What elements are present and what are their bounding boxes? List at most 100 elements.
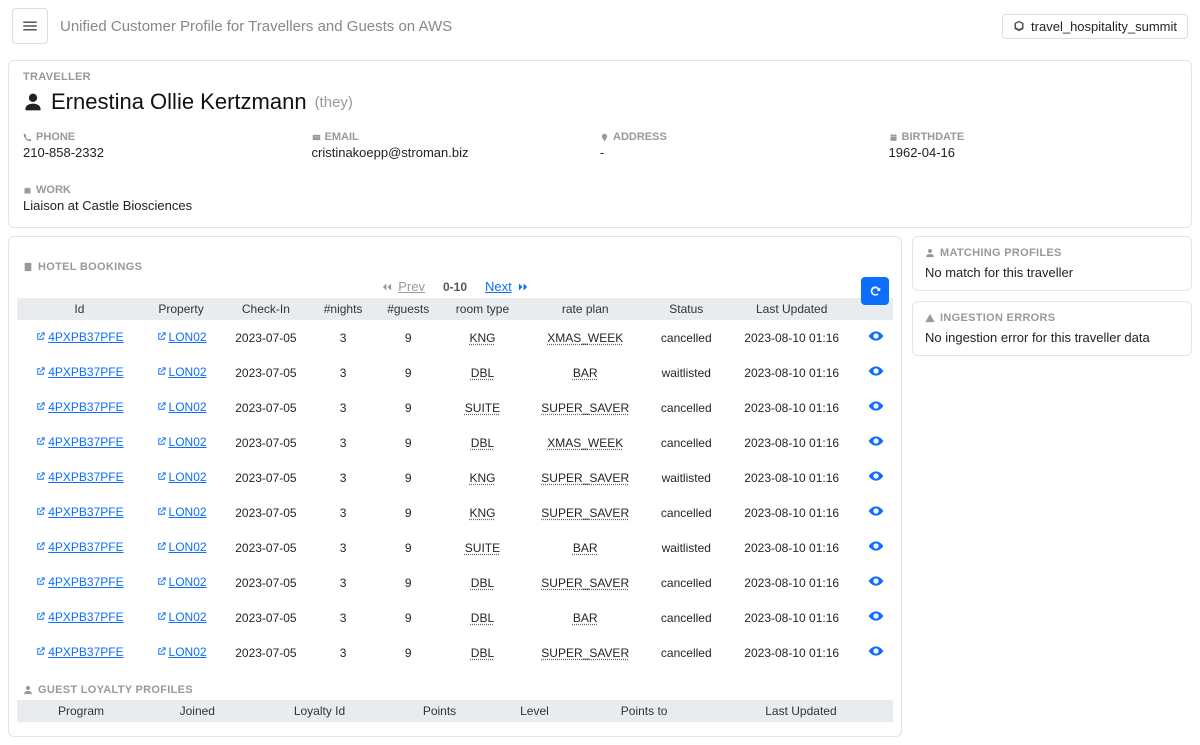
matching-pane: MATCHING PROFILES No match for this trav… — [912, 236, 1192, 291]
view-button[interactable] — [868, 608, 884, 624]
property-link[interactable]: LON02 — [156, 645, 207, 659]
status-cell: cancelled — [647, 320, 725, 355]
updated-cell: 2023-08-10 01:16 — [725, 495, 858, 530]
property-link[interactable]: LON02 — [156, 505, 207, 519]
refresh-button[interactable] — [861, 277, 889, 305]
booking-id-link[interactable]: 4PXPB37PFE — [35, 330, 123, 344]
property-link[interactable]: LON02 — [156, 610, 207, 624]
nights-cell: 3 — [312, 425, 375, 460]
guests-cell: 9 — [375, 600, 442, 635]
view-button[interactable] — [868, 643, 884, 659]
property-link[interactable]: LON02 — [156, 400, 207, 414]
booking-id-link[interactable]: 4PXPB37PFE — [35, 575, 123, 589]
status-cell: cancelled — [647, 495, 725, 530]
cube-icon — [1013, 20, 1025, 32]
address-icon — [600, 133, 609, 142]
room-type-cell: KNG — [469, 471, 495, 485]
table-row: 4PXPB37PFELON022023-07-0539KNGSUPER_SAVE… — [17, 495, 893, 530]
view-button[interactable] — [868, 433, 884, 449]
building-icon — [23, 262, 33, 272]
status-cell: waitlisted — [647, 460, 725, 495]
table-header: Program — [17, 700, 145, 722]
pager-next[interactable]: Next — [485, 279, 530, 294]
property-link[interactable]: LON02 — [156, 330, 207, 344]
table-header: Status — [647, 298, 725, 320]
guests-cell: 9 — [375, 495, 442, 530]
traveller-name: Ernestina Ollie Kertzmann — [51, 89, 307, 115]
table-row: 4PXPB37PFELON022023-07-0539KNGXMAS_WEEKc… — [17, 320, 893, 355]
rate-plan-cell: BAR — [573, 541, 598, 555]
booking-id-link[interactable]: 4PXPB37PFE — [35, 435, 123, 449]
view-button[interactable] — [868, 398, 884, 414]
booking-id-link[interactable]: 4PXPB37PFE — [35, 400, 123, 414]
rate-plan-cell: XMAS_WEEK — [547, 331, 623, 345]
checkin-cell: 2023-07-05 — [220, 425, 311, 460]
guests-cell: 9 — [375, 635, 442, 670]
chevrons-right-icon — [516, 282, 530, 292]
table-row: 4PXPB37PFELON022023-07-0539DBLBARwaitlis… — [17, 355, 893, 390]
checkin-cell: 2023-07-05 — [220, 460, 311, 495]
table-header: Property — [142, 298, 220, 320]
guests-cell: 9 — [375, 425, 442, 460]
nights-cell: 3 — [312, 635, 375, 670]
nights-cell: 3 — [312, 565, 375, 600]
domain-selector[interactable]: travel_hospitality_summit — [1002, 14, 1188, 39]
updated-cell: 2023-08-10 01:16 — [725, 635, 858, 670]
booking-id-link[interactable]: 4PXPB37PFE — [35, 505, 123, 519]
email-value: cristinakoepp@stroman.biz — [312, 145, 601, 160]
view-button[interactable] — [868, 538, 884, 554]
pager-prev[interactable]: Prev — [380, 279, 425, 294]
view-button[interactable] — [868, 363, 884, 379]
view-button[interactable] — [868, 328, 884, 344]
guests-cell: 9 — [375, 530, 442, 565]
table-header: Points to — [579, 700, 709, 722]
room-type-cell: SUITE — [465, 541, 500, 555]
table-header: Joined — [145, 700, 250, 722]
table-row: 4PXPB37PFELON022023-07-0539KNGSUPER_SAVE… — [17, 460, 893, 495]
birthdate-value: 1962-04-16 — [889, 145, 1178, 160]
bookings-table: IdPropertyCheck-In#nights#guestsroom typ… — [17, 298, 893, 670]
nights-cell: 3 — [312, 390, 375, 425]
guests-cell: 9 — [375, 460, 442, 495]
rate-plan-cell: BAR — [573, 611, 598, 625]
topbar: Unified Customer Profile for Travellers … — [0, 0, 1200, 52]
property-link[interactable]: LON02 — [156, 365, 207, 379]
checkin-cell: 2023-07-05 — [220, 600, 311, 635]
phone-value: 210-858-2332 — [23, 145, 312, 160]
traveller-section-label: TRAVELLER — [23, 71, 1177, 83]
menu-button[interactable] — [12, 8, 48, 44]
property-link[interactable]: LON02 — [156, 540, 207, 554]
status-cell: cancelled — [647, 600, 725, 635]
status-cell: cancelled — [647, 390, 725, 425]
booking-id-link[interactable]: 4PXPB37PFE — [35, 610, 123, 624]
checkin-cell: 2023-07-05 — [220, 530, 311, 565]
main-column: HOTEL BOOKINGS Prev 0-10 Next IdProperty… — [8, 236, 902, 737]
booking-id-link[interactable]: 4PXPB37PFE — [35, 470, 123, 484]
nights-cell: 3 — [312, 355, 375, 390]
view-button[interactable] — [868, 503, 884, 519]
updated-cell: 2023-08-10 01:16 — [725, 600, 858, 635]
hamburger-icon — [21, 17, 39, 35]
checkin-cell: 2023-07-05 — [220, 495, 311, 530]
property-link[interactable]: LON02 — [156, 575, 207, 589]
updated-cell: 2023-08-10 01:16 — [725, 530, 858, 565]
booking-id-link[interactable]: 4PXPB37PFE — [35, 365, 123, 379]
table-row: 4PXPB37PFELON022023-07-0539DBLSUPER_SAVE… — [17, 635, 893, 670]
nights-cell: 3 — [312, 320, 375, 355]
booking-id-link[interactable]: 4PXPB37PFE — [35, 540, 123, 554]
email-icon — [312, 133, 321, 142]
work-value: Liaison at Castle Biosciences — [23, 198, 1177, 213]
table-header: Last Updated — [709, 700, 893, 722]
checkin-cell: 2023-07-05 — [220, 565, 311, 600]
property-link[interactable]: LON02 — [156, 435, 207, 449]
address-value: - — [600, 145, 889, 160]
view-button[interactable] — [868, 573, 884, 589]
view-button[interactable] — [868, 468, 884, 484]
room-type-cell: DBL — [471, 576, 494, 590]
updated-cell: 2023-08-10 01:16 — [725, 355, 858, 390]
property-link[interactable]: LON02 — [156, 470, 207, 484]
traveller-pane: TRAVELLER Ernestina Ollie Kertzmann (the… — [8, 60, 1192, 228]
booking-id-link[interactable]: 4PXPB37PFE — [35, 645, 123, 659]
checkin-cell: 2023-07-05 — [220, 390, 311, 425]
loyalty-table: ProgramJoinedLoyalty IdPointsLevelPoints… — [17, 700, 893, 722]
